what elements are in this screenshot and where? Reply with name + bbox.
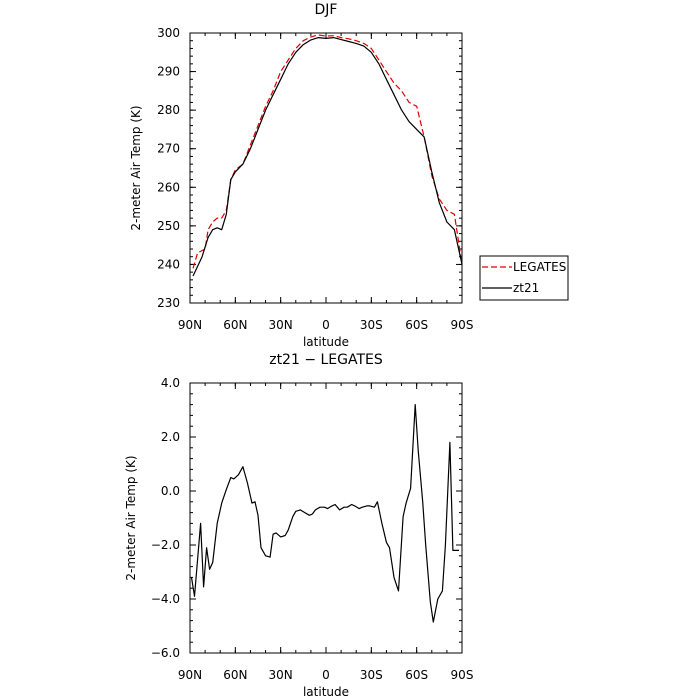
- y-tick-label: 290: [157, 65, 180, 79]
- x-tick-label: 30N: [269, 318, 293, 332]
- series-line-legates: [192, 34, 463, 269]
- legend-label: zt21: [513, 281, 539, 295]
- x-tick-label: 60N: [223, 668, 247, 682]
- x-tick-label: 60N: [223, 318, 247, 332]
- y-tick-label: 0.0: [161, 484, 180, 498]
- series-line-difference: [190, 404, 459, 623]
- x-tick-label: 90N: [178, 668, 202, 682]
- y-tick-label: 300: [157, 26, 180, 40]
- chart-title: zt21 − LEGATES: [269, 352, 383, 368]
- x-tick-label: 60S: [405, 668, 428, 682]
- y-tick-label: −4.0: [151, 592, 180, 606]
- x-tick-label: 90S: [451, 668, 474, 682]
- x-tick-label: 30N: [269, 668, 293, 682]
- x-tick-label: 90S: [451, 318, 474, 332]
- y-axis-title: 2-meter Air Temp (K): [124, 455, 138, 580]
- chart-title: DJF: [315, 2, 338, 18]
- y-tick-label: 260: [157, 180, 180, 194]
- y-tick-label: 280: [157, 103, 180, 117]
- y-axis-title: 2-meter Air Temp (K): [129, 105, 143, 230]
- x-tick-label: 90N: [178, 318, 202, 332]
- chart-panel-1: [189, 32, 569, 304]
- y-tick-label: 230: [157, 296, 180, 310]
- y-tick-label: 240: [157, 257, 180, 271]
- chart-panel-2: [189, 382, 463, 654]
- legend-label: LEGATES: [513, 260, 566, 274]
- y-tick-label: 2.0: [161, 430, 180, 444]
- y-tick-label: −6.0: [151, 646, 180, 660]
- y-tick-label: −2.0: [151, 538, 180, 552]
- y-tick-label: 250: [157, 219, 180, 233]
- x-tick-label: 30S: [360, 668, 383, 682]
- x-tick-label: 30S: [360, 318, 383, 332]
- x-axis-title: latitude: [303, 335, 349, 349]
- plot-frame: [189, 32, 463, 304]
- x-tick-label: 60S: [405, 318, 428, 332]
- plot-frame: [189, 382, 463, 654]
- series-line-zt21: [192, 36, 463, 277]
- y-tick-label: 270: [157, 142, 180, 156]
- x-tick-label: 0: [322, 668, 330, 682]
- y-tick-label: 4.0: [161, 376, 180, 390]
- x-axis-title: latitude: [303, 685, 349, 699]
- x-tick-label: 0: [322, 318, 330, 332]
- legend-box: [479, 255, 569, 301]
